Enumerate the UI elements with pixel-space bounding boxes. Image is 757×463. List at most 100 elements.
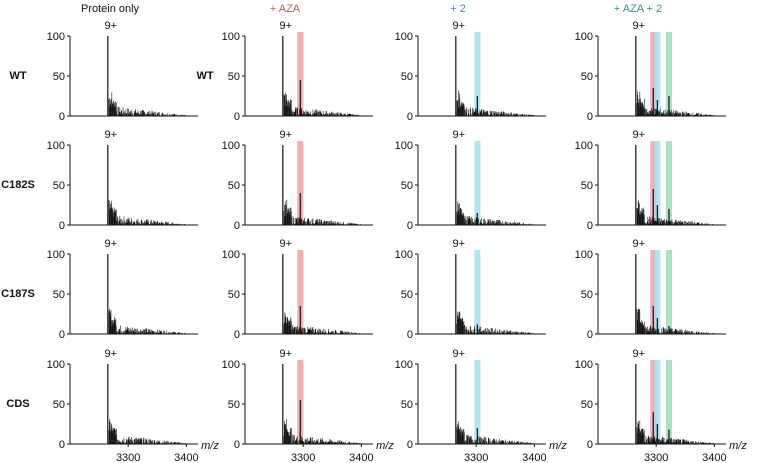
y-tick-label-50: 50: [53, 180, 65, 192]
highlight-band-3-c182s: [654, 141, 661, 225]
y-tick-label-0: 0: [587, 329, 593, 341]
highlight-band-1-c187s: [474, 250, 481, 334]
peak-label-9plus: 9+: [633, 238, 646, 250]
y-tick-label-100: 100: [222, 359, 240, 371]
highlight-band-2-c182s: [650, 141, 657, 225]
peak-label-9plus: 9+: [453, 20, 466, 32]
highlight-band-0-wt: [297, 32, 304, 116]
y-tick-label-50: 50: [401, 399, 413, 411]
y-tick-label-50: 50: [228, 399, 240, 411]
column-header-2: + 2: [450, 3, 466, 15]
row-label-wt-repeat: WT: [196, 70, 213, 82]
y-tick-label-50: 50: [401, 289, 413, 301]
y-tick-label-100: 100: [47, 31, 65, 43]
y-tick-label-0: 0: [234, 439, 240, 451]
peak-label-9plus: 9+: [453, 238, 466, 250]
row-label-c182s: C182S: [1, 179, 35, 191]
highlight-band-1-c182s: [474, 141, 481, 225]
y-tick-label-100: 100: [395, 249, 413, 261]
highlight-band-3-wt: [654, 32, 661, 116]
panel-1-wt: 0 50 100 9+ WT: [196, 20, 373, 123]
y-tick-label-50: 50: [53, 71, 65, 83]
panel-1-c182s: 0 50 100 9+: [222, 129, 373, 232]
y-tick-label-100: 100: [395, 140, 413, 152]
y-tick-label-100: 100: [47, 359, 65, 371]
y-tick-label-50: 50: [401, 71, 413, 83]
peak-label-9plus: 9+: [633, 129, 646, 141]
y-tick-label-50: 50: [581, 399, 593, 411]
peak-label-9plus: 9+: [633, 348, 646, 360]
y-tick-label-0: 0: [59, 329, 65, 341]
row-label-cds: CDS: [6, 398, 29, 410]
panel-2-wt: 0 50 100 9+: [395, 20, 546, 123]
row-label-wt: WT: [9, 70, 26, 82]
y-tick-label-100: 100: [575, 31, 593, 43]
panel-0-c182s: 0 50 100 9+: [47, 129, 198, 232]
panel-1-c187s: 0 50 100 9+: [222, 238, 373, 341]
y-tick-label-0: 0: [234, 329, 240, 341]
y-tick-label-50: 50: [53, 399, 65, 411]
y-tick-label-0: 0: [407, 220, 413, 232]
x-tick-label-3300: 3300: [644, 452, 668, 463]
y-tick-label-100: 100: [575, 140, 593, 152]
peak-label-9plus: 9+: [280, 129, 293, 141]
y-tick-label-100: 100: [222, 249, 240, 261]
peak-label-9plus: 9+: [105, 20, 118, 32]
panel-2-c182s: 0 50 100 9+: [395, 129, 546, 232]
y-tick-label-50: 50: [581, 180, 593, 192]
peak-label-9plus: 9+: [280, 238, 293, 250]
peak-label-9plus: 9+: [280, 20, 293, 32]
x-tick-label-3300: 3300: [291, 452, 315, 463]
y-tick-label-100: 100: [575, 359, 593, 371]
y-tick-label-50: 50: [53, 289, 65, 301]
x-axis-label: m/z: [549, 440, 567, 452]
x-tick-label-3300: 3300: [464, 452, 488, 463]
peak-label-9plus: 9+: [280, 348, 293, 360]
highlight-band-3-cds: [654, 360, 661, 444]
panel-3-wt: 0 50 100 9+: [575, 20, 726, 123]
highlight-band-4-c187s: [665, 250, 672, 334]
x-tick-label-3400: 3400: [349, 452, 373, 463]
y-tick-label-100: 100: [395, 31, 413, 43]
x-axis-label: m/z: [376, 440, 394, 452]
x-axis-label: m/z: [729, 440, 747, 452]
highlight-band-2-cds: [650, 360, 657, 444]
highlight-band-1-cds: [474, 360, 481, 444]
highlight-band-3-c187s: [654, 250, 661, 334]
y-tick-label-0: 0: [587, 220, 593, 232]
highlight-band-4-wt: [665, 32, 672, 116]
highlight-band-0-c187s: [297, 250, 304, 334]
y-tick-label-0: 0: [59, 439, 65, 451]
y-tick-label-0: 0: [234, 111, 240, 123]
panel-3-c182s: 0 50 100 9+: [575, 129, 726, 232]
y-tick-label-50: 50: [581, 71, 593, 83]
y-tick-label-0: 0: [587, 111, 593, 123]
highlight-band-4-cds: [665, 360, 672, 444]
column-header-3: + AZA + 2: [614, 3, 662, 15]
peak-label-9plus: 9+: [105, 348, 118, 360]
peak-label-9plus: 9+: [453, 129, 466, 141]
highlight-band-1-wt: [474, 32, 481, 116]
peak-label-9plus: 9+: [633, 20, 646, 32]
y-tick-label-0: 0: [59, 111, 65, 123]
y-tick-label-50: 50: [228, 180, 240, 192]
y-tick-label-100: 100: [47, 249, 65, 261]
x-tick-label-3400: 3400: [174, 452, 198, 463]
y-tick-label-0: 0: [407, 111, 413, 123]
y-tick-label-0: 0: [59, 220, 65, 232]
y-tick-label-0: 0: [407, 329, 413, 341]
y-tick-label-0: 0: [234, 220, 240, 232]
y-tick-label-100: 100: [222, 31, 240, 43]
panel-2-c187s: 0 50 100 9+: [395, 238, 546, 341]
y-tick-label-50: 50: [581, 289, 593, 301]
y-tick-label-0: 0: [407, 439, 413, 451]
y-tick-label-50: 50: [228, 289, 240, 301]
peak-label-9plus: 9+: [105, 238, 118, 250]
peak-label-9plus: 9+: [453, 348, 466, 360]
y-tick-label-100: 100: [222, 140, 240, 152]
panel-0-wt: 0 50 100 9+: [47, 20, 198, 123]
